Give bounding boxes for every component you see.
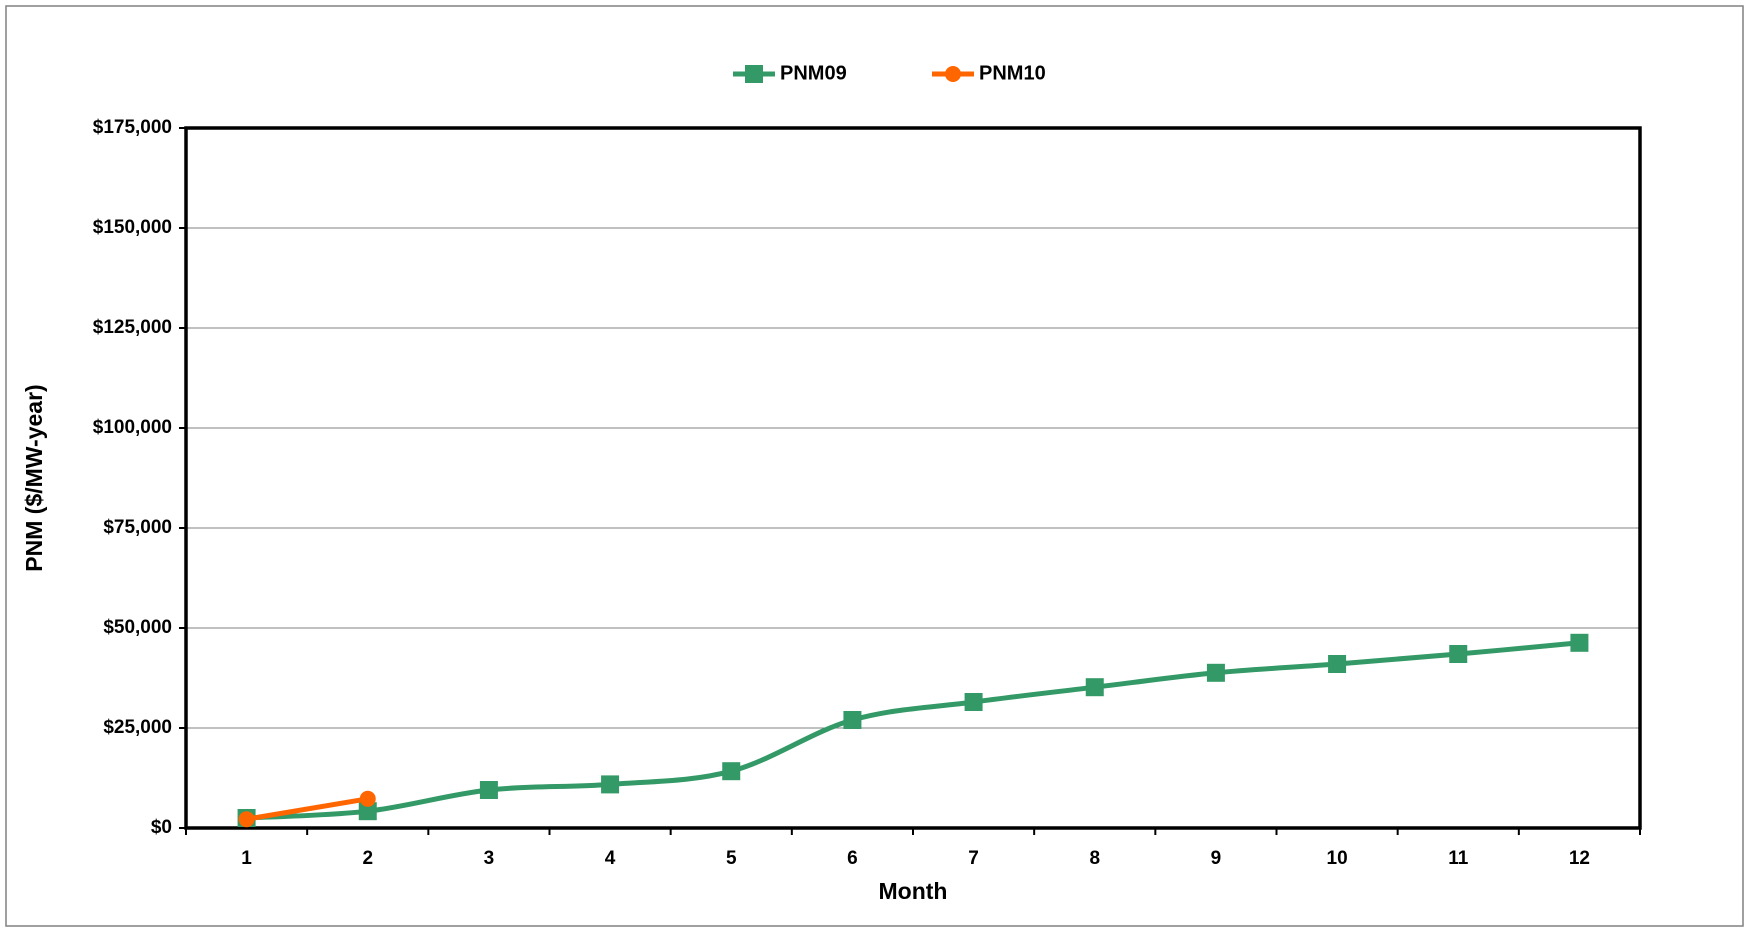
x-tick-label: 12 bbox=[1569, 848, 1590, 869]
y-tick-label: $150,000 bbox=[93, 217, 172, 238]
x-tick-label: 4 bbox=[605, 848, 616, 869]
y-tick-label: $25,000 bbox=[103, 717, 172, 738]
y-tick-label: $125,000 bbox=[93, 317, 172, 338]
y-tick-label: $0 bbox=[151, 817, 172, 838]
x-tick-label: 6 bbox=[847, 848, 858, 869]
legend-marker bbox=[945, 66, 961, 82]
legend-label: PNM09 bbox=[780, 62, 847, 84]
series-line bbox=[246, 796, 369, 822]
y-tick-label: $50,000 bbox=[103, 617, 172, 638]
chart-border bbox=[5, 5, 1744, 927]
data-point bbox=[1449, 645, 1468, 663]
x-tick-label: 8 bbox=[1089, 848, 1100, 869]
x-tick-label: 2 bbox=[362, 848, 373, 869]
data-point bbox=[1328, 655, 1347, 673]
legend-marker bbox=[745, 65, 763, 83]
data-point bbox=[479, 781, 498, 799]
y-tick-label: $75,000 bbox=[103, 517, 172, 538]
series-line bbox=[246, 640, 1580, 821]
x-tick-label: 5 bbox=[726, 848, 737, 869]
legend-label: PNM10 bbox=[979, 62, 1046, 84]
x-tick-label: 7 bbox=[968, 848, 979, 869]
y-tick-label: $100,000 bbox=[93, 417, 172, 438]
x-tick-label: 1 bbox=[241, 848, 252, 869]
x-tick-label: 3 bbox=[484, 848, 495, 869]
x-tick-label: 9 bbox=[1211, 848, 1222, 869]
data-point bbox=[722, 762, 741, 781]
x-tick-label: 11 bbox=[1448, 848, 1469, 869]
data-point bbox=[1206, 663, 1225, 682]
y-tick-label: $175,000 bbox=[93, 117, 172, 138]
data-point bbox=[238, 811, 255, 828]
data-point bbox=[964, 693, 983, 711]
data-point bbox=[358, 802, 377, 821]
y-axis-title: PNM ($/MW-year) bbox=[21, 384, 47, 571]
data-point bbox=[843, 711, 862, 729]
x-tick-label: 10 bbox=[1327, 848, 1348, 869]
data-point bbox=[601, 775, 620, 794]
data-point bbox=[1085, 678, 1104, 697]
x-axis-title: Month bbox=[879, 878, 948, 904]
data-point bbox=[1570, 633, 1589, 652]
data-point bbox=[359, 790, 376, 807]
